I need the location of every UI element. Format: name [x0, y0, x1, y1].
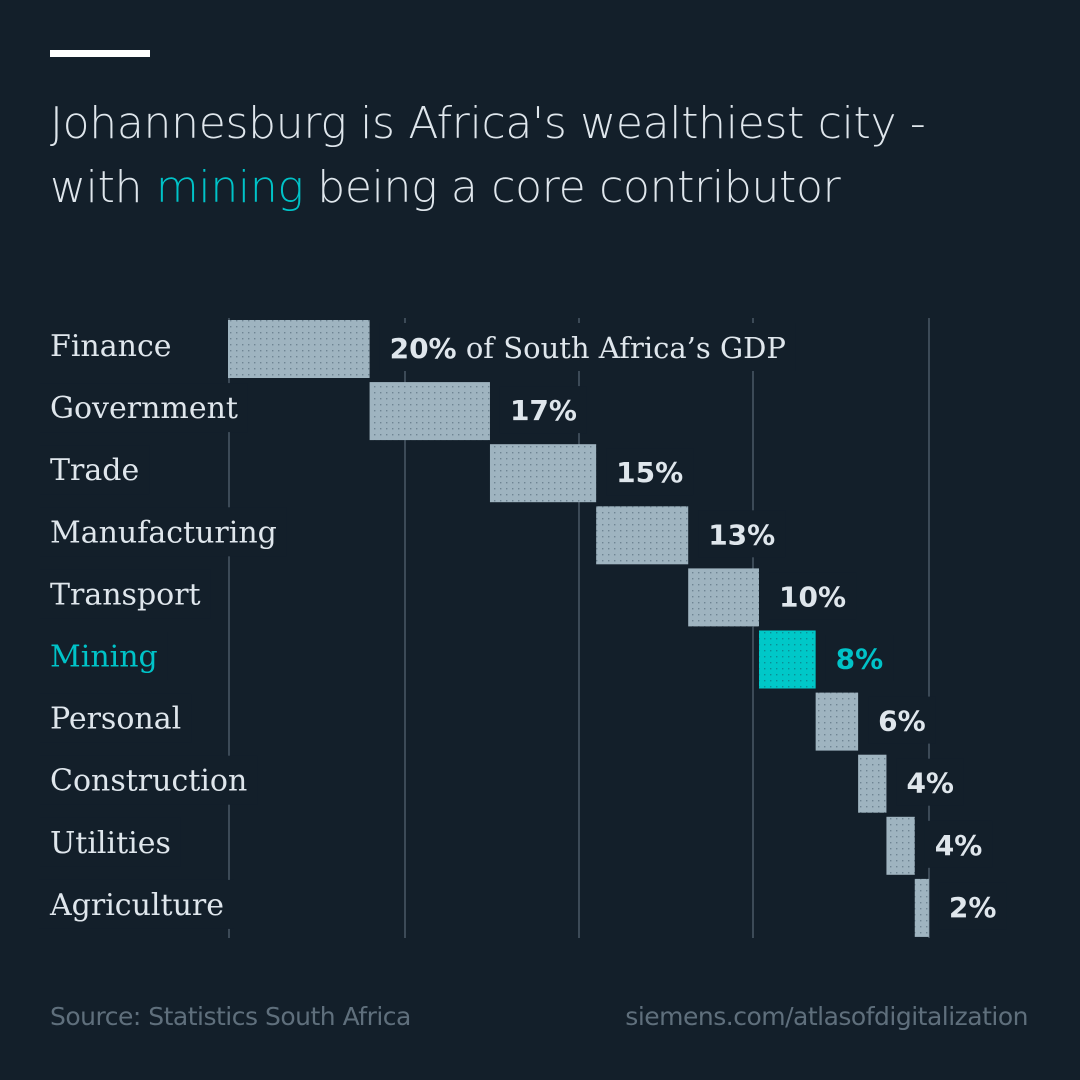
- label-mask: [40, 755, 258, 805]
- bar-utilities: [886, 816, 915, 875]
- bar-personal: [815, 692, 859, 751]
- label-mask: [698, 510, 786, 558]
- category-label: Mining: [50, 640, 158, 675]
- bar-government: [369, 382, 490, 441]
- bar-manufacturing: [596, 506, 689, 565]
- label-masks: [39, 321, 1007, 930]
- label-mask: [40, 569, 211, 619]
- bars: [228, 320, 929, 937]
- value-label: 13%: [708, 518, 775, 551]
- bar-mining: [759, 630, 816, 689]
- bar-transport: [688, 568, 759, 627]
- value-label: 4%: [935, 829, 983, 862]
- value-label-suffix: of South Africa’s GDP: [457, 331, 786, 365]
- label-mask: [40, 383, 248, 433]
- label-mask: [606, 448, 694, 496]
- category-label: Government: [50, 391, 238, 426]
- category-label: Construction: [50, 764, 247, 799]
- label-mask: [40, 507, 287, 557]
- bar-finance: [228, 320, 370, 378]
- page-title: Johannesburg is Africa's wealthiest city…: [50, 92, 926, 220]
- label-mask: [40, 631, 168, 681]
- label-mask: [39, 879, 234, 929]
- value-label: 4%: [906, 767, 954, 800]
- value-label: 8%: [836, 643, 884, 676]
- label-mask: [924, 820, 993, 868]
- title-line-1: Johannesburg is Africa's wealthiest city…: [50, 98, 926, 149]
- label-mask: [40, 693, 192, 743]
- value-label: 10%: [779, 580, 846, 613]
- bar-construction: [858, 754, 887, 813]
- category-label: Transport: [50, 577, 201, 612]
- bar-agriculture: [914, 878, 929, 937]
- category-label: Personal: [50, 702, 181, 737]
- value-label: 2%: [949, 891, 997, 924]
- title-line-2-pre: with: [50, 162, 156, 213]
- label-mask: [896, 758, 964, 806]
- category-label: Finance: [50, 329, 172, 364]
- label-mask: [40, 817, 181, 867]
- label-mask: [769, 572, 857, 620]
- bar-trade: [489, 444, 597, 503]
- label-mask: [868, 696, 936, 744]
- label-mask: [40, 321, 182, 370]
- label-mask: [938, 882, 1007, 930]
- credit-link[interactable]: siemens.com/atlasofdigitalization: [625, 1002, 1028, 1031]
- title-line-2-post: being a core contributor: [303, 162, 841, 213]
- value-label: 17%: [510, 394, 577, 427]
- value-label: 6%: [878, 705, 926, 738]
- label-mask: [499, 386, 587, 434]
- value-labels: 20% of South Africa’s GDP 17% 15% 13%10% 8% 6…: [390, 331, 997, 924]
- label-mask: [825, 634, 894, 682]
- category-label: Agriculture: [49, 888, 224, 923]
- title-highlight-mining: mining: [155, 162, 304, 213]
- label-mask: [40, 445, 150, 495]
- value-label: 20% of South Africa’s GDP: [390, 331, 786, 365]
- category-labels: Finance Government Trade Manufacturing Trans…: [49, 329, 277, 923]
- source-note: Source: Statistics South Africa: [50, 1002, 411, 1031]
- top-accent-rule: [50, 50, 150, 57]
- value-label: 15%: [616, 456, 683, 489]
- category-label: Utilities: [50, 826, 171, 861]
- label-mask: [379, 323, 796, 371]
- category-label: Trade: [50, 453, 139, 488]
- category-label: Manufacturing: [50, 515, 277, 550]
